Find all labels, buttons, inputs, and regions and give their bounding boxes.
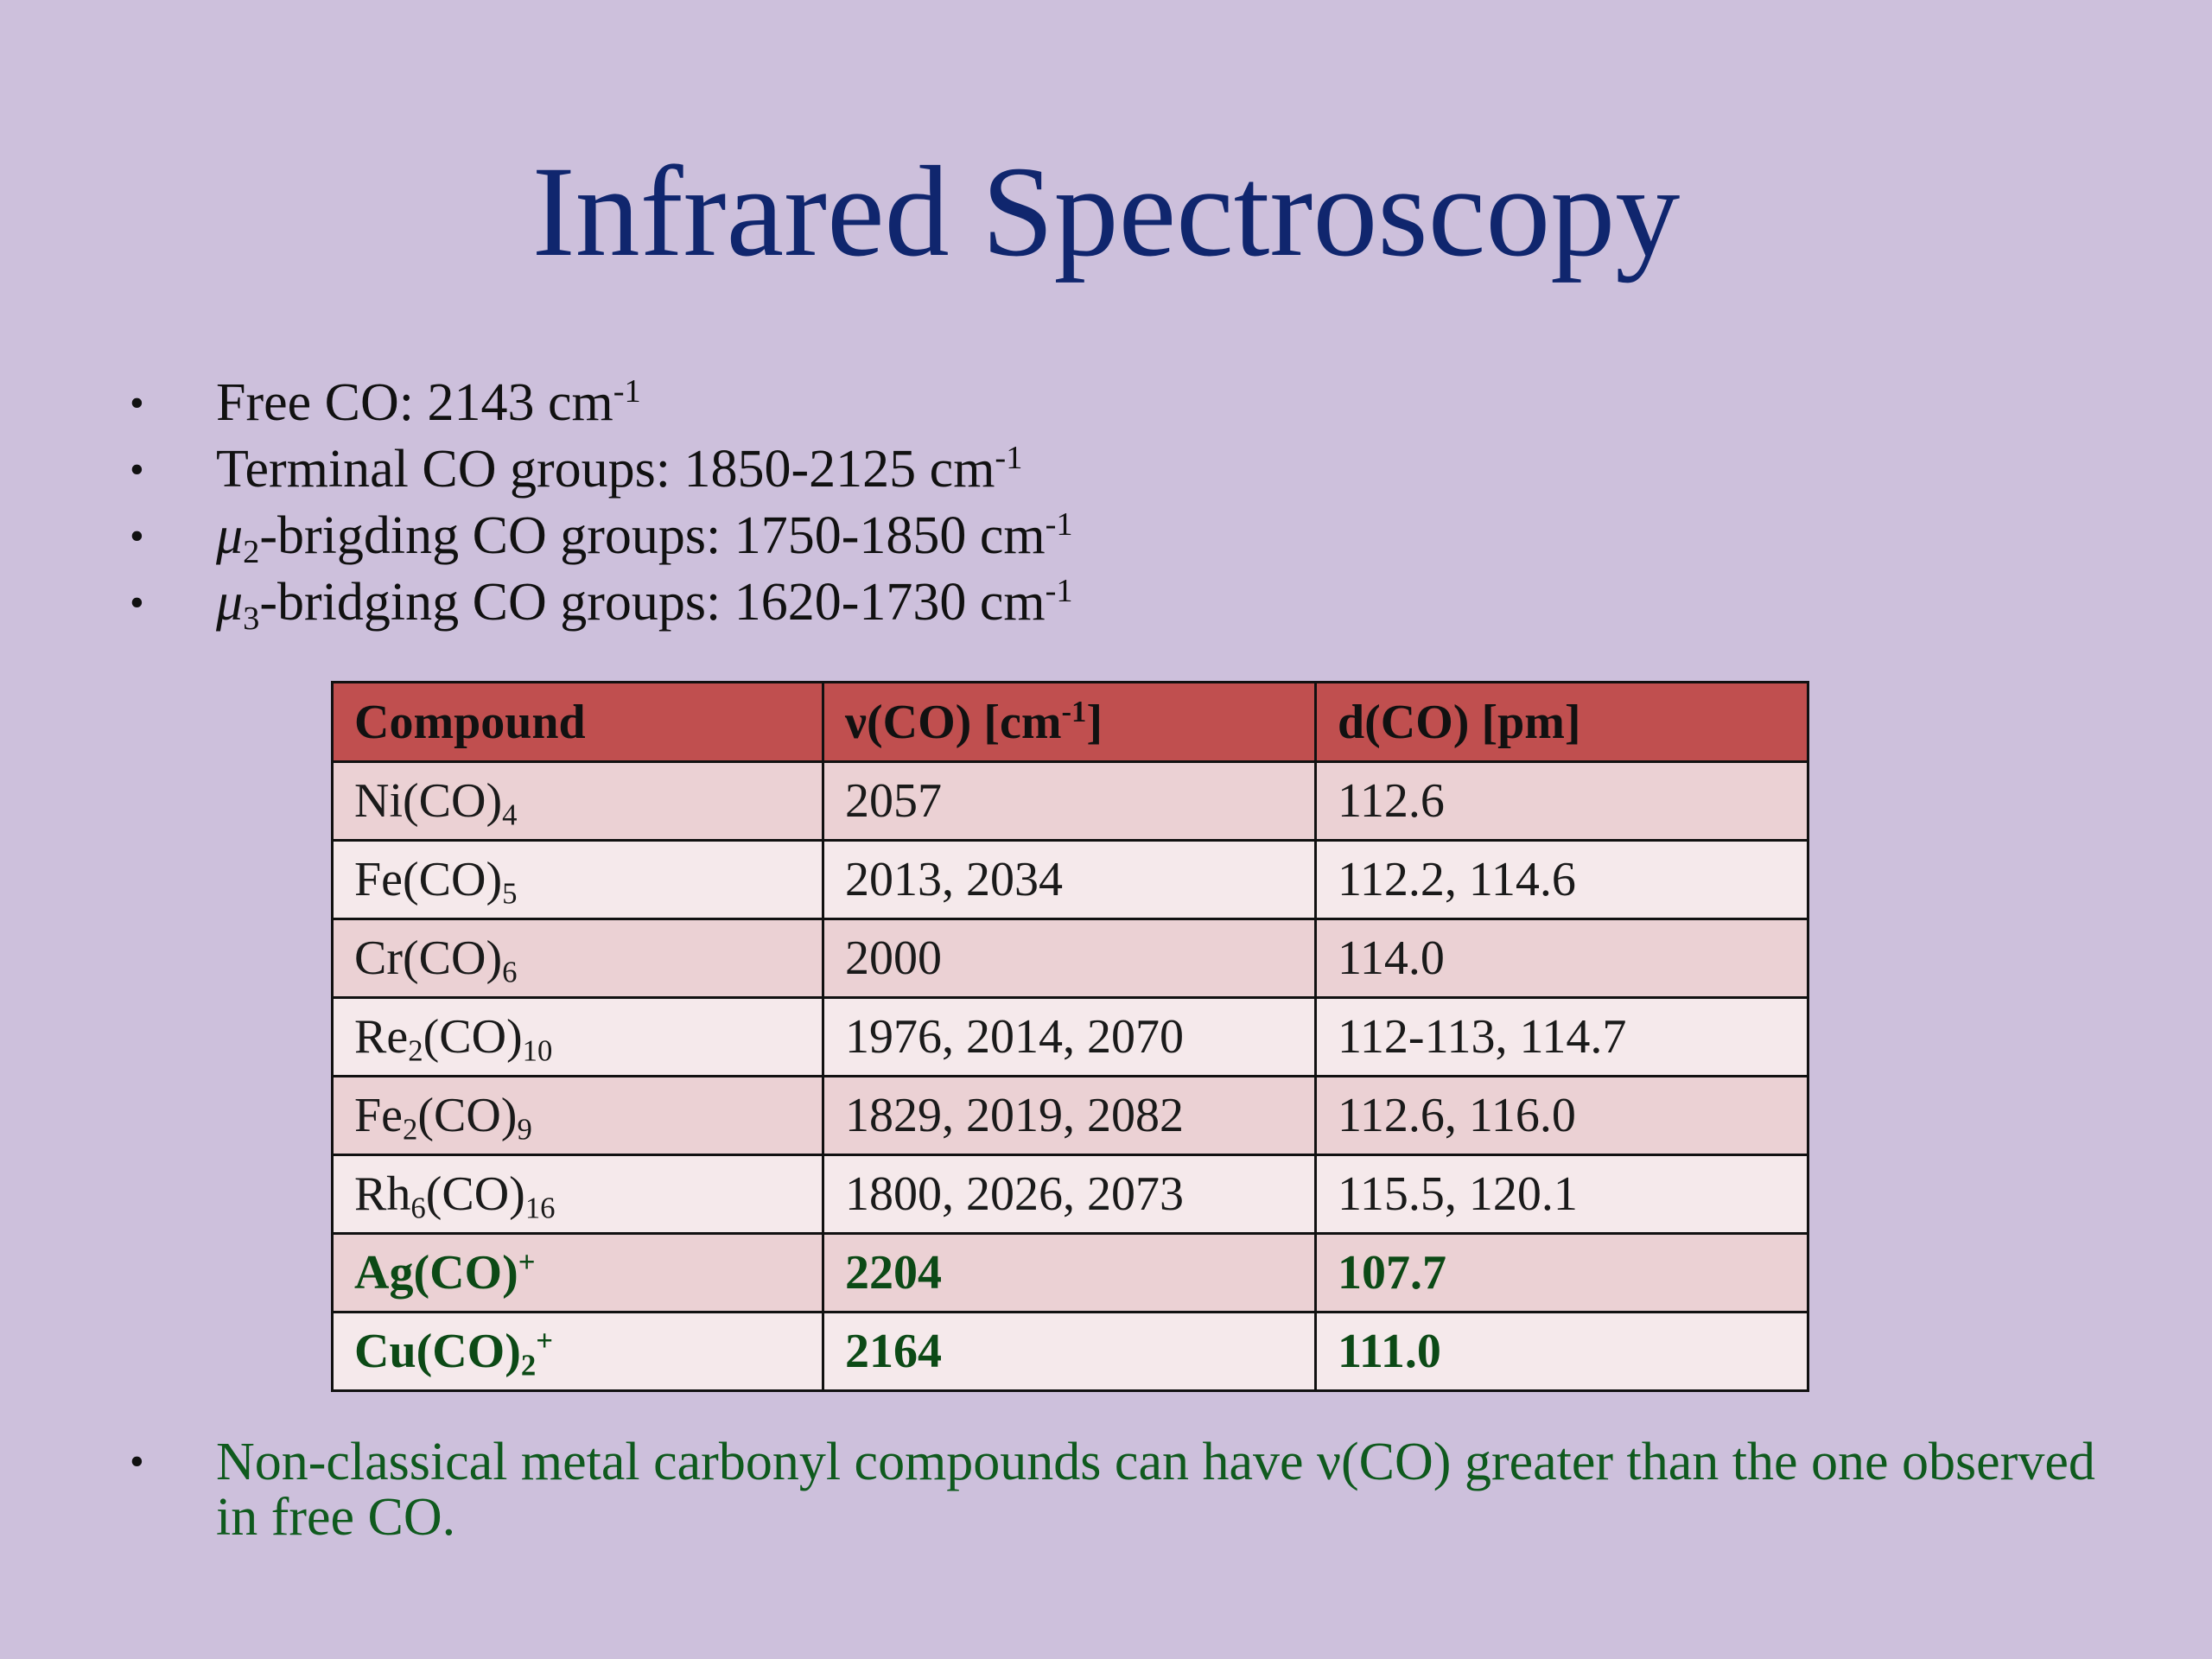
table-row: Ni(CO)4 2057 112.6: [331, 760, 1809, 842]
d-co-cell: 114.0: [1314, 918, 1809, 999]
header-nu-exponent: -1: [1061, 694, 1087, 728]
nu-co-cell: 1800, 2026, 2073: [822, 1154, 1317, 1235]
slide-title: Infrared Spectroscopy: [531, 140, 1681, 283]
d-co-cell: 111.0: [1314, 1311, 1809, 1392]
formula-part: Fe(CO): [354, 853, 503, 906]
bullet-dot: •: [130, 580, 144, 626]
bullet-text: -bridging CO groups: 1620-1730 cm: [259, 573, 1046, 632]
formula-part: (CO): [417, 1089, 518, 1142]
d-co-cell: 107.7: [1314, 1232, 1809, 1313]
formula-subscript: 5: [502, 876, 518, 911]
d-co-cell: 112.2, 114.6: [1314, 839, 1809, 920]
bullet-dot: •: [130, 1439, 144, 1484]
formula-part: Ni(CO): [354, 774, 503, 828]
note-text: Non-classical metal carbonyl compounds c…: [216, 1433, 2095, 1547]
compound-cell: Fe(CO)5: [331, 839, 824, 920]
header-nu-suffix: ]: [1086, 695, 1103, 749]
bullet-prefix-subscript: 3: [243, 600, 260, 637]
bullet-prefix: μ: [216, 573, 244, 632]
carbonyl-table: Compound ν(CO) [cm-1] d(CO) [pm] Ni(CO)4…: [331, 681, 1809, 1392]
d-co-cell: 112.6, 116.0: [1314, 1075, 1809, 1156]
table-row-highlight: Ag(CO)+ 2204 107.7: [331, 1232, 1809, 1313]
formula-subscript: 2: [408, 1033, 423, 1068]
bullet-text: Free CO: 2143 cm: [216, 373, 613, 432]
bullet-exponent: -1: [1045, 572, 1073, 609]
formula-subscript: 9: [517, 1112, 532, 1147]
table-row-highlight: Cu(CO)2+ 2164 111.0: [331, 1311, 1809, 1392]
note-list: • Non-classical metal carbonyl compounds …: [130, 1434, 2117, 1545]
bullet-exponent: -1: [1045, 505, 1073, 543]
compound-cell: Fe2(CO)9: [331, 1075, 824, 1156]
bullet-terminal-co: • Terminal CO groups: 1850-2125 cm-1: [130, 436, 2117, 503]
header-d-co: d(CO) [pm]: [1314, 681, 1809, 763]
header-nu-co: ν(CO) [cm-1]: [822, 681, 1317, 763]
formula-part: (CO): [425, 1167, 525, 1221]
note-item: • Non-classical metal carbonyl compounds …: [130, 1434, 2117, 1545]
header-compound: Compound: [331, 681, 824, 763]
bullet-mu2-bridging: • μ2-brigding CO groups: 1750-1850 cm-1: [130, 503, 2117, 569]
nu-co-cell: 1976, 2014, 2070: [822, 996, 1317, 1077]
formula-subscript: 6: [502, 955, 518, 989]
formula-part: Rh: [354, 1167, 411, 1221]
formula-charge: +: [536, 1323, 554, 1357]
compound-cell: Ag(CO)+: [331, 1232, 824, 1313]
bullet-text: Terminal CO groups: 1850-2125 cm: [216, 440, 995, 499]
bullet-prefix: μ: [216, 506, 244, 565]
formula-subscript: 2: [520, 1348, 537, 1382]
bullet-exponent: -1: [995, 439, 1023, 476]
formula-part: Fe: [354, 1089, 403, 1142]
d-co-cell: 115.5, 120.1: [1314, 1154, 1809, 1235]
compound-cell: Rh6(CO)16: [331, 1154, 824, 1235]
bullet-dot: •: [130, 380, 144, 426]
bullet-dot: •: [130, 513, 144, 559]
d-co-cell: 112-113, 114.7: [1314, 996, 1809, 1077]
table-row: Fe(CO)5 2013, 2034 112.2, 114.6: [331, 839, 1809, 920]
nu-co-cell: 2164: [822, 1311, 1317, 1392]
nu-co-cell: 2204: [822, 1232, 1317, 1313]
formula-part: Ag(CO): [354, 1246, 518, 1300]
table-row: Cr(CO)6 2000 114.0: [331, 918, 1809, 999]
bullet-prefix-subscript: 2: [243, 533, 260, 570]
compound-cell: Cr(CO)6: [331, 918, 824, 999]
formula-subscript: 16: [524, 1191, 556, 1225]
header-nu-prefix: ν(CO) [cm: [845, 695, 1062, 749]
formula-subscript: 6: [410, 1191, 426, 1225]
formula-part: Cr(CO): [354, 931, 503, 985]
table-header-row: Compound ν(CO) [cm-1] d(CO) [pm]: [331, 681, 1809, 763]
bullet-exponent: -1: [613, 372, 641, 410]
table-row: Re2(CO)10 1976, 2014, 2070 112-113, 114.…: [331, 996, 1809, 1077]
nu-co-cell: 1829, 2019, 2082: [822, 1075, 1317, 1156]
formula-subscript: 10: [522, 1033, 553, 1068]
bullet-text: -brigding CO groups: 1750-1850 cm: [259, 506, 1046, 565]
formula-subscript: 4: [502, 798, 518, 832]
nu-co-cell: 2000: [822, 918, 1317, 999]
bullet-list: • Free CO: 2143 cm-1 • Terminal CO groups:…: [130, 370, 2117, 636]
formula-part: Cu(CO): [354, 1325, 521, 1378]
bullet-dot: •: [130, 447, 144, 493]
formula-part: (CO): [423, 1010, 523, 1064]
table-row: Rh6(CO)16 1800, 2026, 2073 115.5, 120.1: [331, 1154, 1809, 1235]
formula-part: Re: [354, 1010, 409, 1064]
bullet-free-co: • Free CO: 2143 cm-1: [130, 370, 2117, 436]
nu-co-cell: 2013, 2034: [822, 839, 1317, 920]
compound-cell: Cu(CO)2+: [331, 1311, 824, 1392]
formula-charge: +: [518, 1244, 536, 1279]
nu-co-cell: 2057: [822, 760, 1317, 842]
compound-cell: Ni(CO)4: [331, 760, 824, 842]
compound-cell: Re2(CO)10: [331, 996, 824, 1077]
table-row: Fe2(CO)9 1829, 2019, 2082 112.6, 116.0: [331, 1075, 1809, 1156]
formula-subscript: 2: [403, 1112, 418, 1147]
d-co-cell: 112.6: [1314, 760, 1809, 842]
bullet-mu3-bridging: • μ3-bridging CO groups: 1620-1730 cm-1: [130, 569, 2117, 636]
